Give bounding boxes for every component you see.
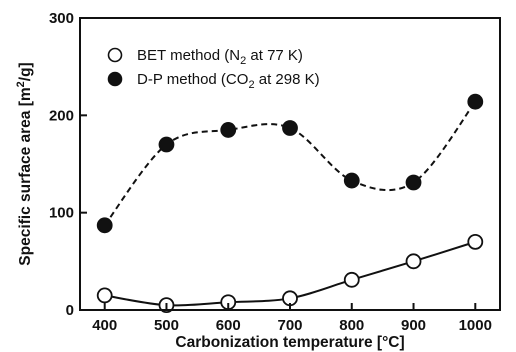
x-tick-label: 1000	[459, 317, 492, 334]
data-point	[96, 287, 113, 304]
y-tick-label: 200	[49, 107, 74, 124]
x-axis-label: Carbonization temperature [°C]	[175, 334, 404, 351]
y-tick-label: 300	[49, 10, 74, 27]
y-axis-label: Specific surface area [m2/g]	[15, 62, 34, 265]
data-point	[158, 136, 175, 153]
data-point	[467, 233, 484, 250]
x-tick-label: 500	[154, 317, 179, 334]
data-point	[96, 217, 113, 234]
x-tick-label: 700	[277, 317, 302, 334]
data-point	[220, 122, 237, 138]
y-tick-label: 0	[66, 302, 74, 319]
legend-marker-dp	[107, 71, 123, 87]
data-point	[405, 174, 422, 191]
data-point	[405, 253, 422, 270]
legend-marker-bet	[107, 47, 123, 63]
legend-label-bet: BET method (N2 at 77 K)	[137, 47, 303, 67]
x-tick-label: 600	[216, 317, 241, 334]
data-point	[343, 172, 360, 189]
series-markers	[96, 93, 484, 314]
legend-label-dp: D-P method (CO2 at 298 K)	[137, 71, 320, 91]
x-tick-label: 400	[92, 317, 117, 334]
x-tick-label: 900	[401, 317, 426, 334]
axis-ticks: 400 500 600 700 800 900 1000 0 100 200 300	[49, 10, 492, 334]
y-tick-label: 100	[49, 205, 74, 222]
legend: BET method (N2 at 77 K) D-P method (CO2 …	[107, 47, 320, 91]
x-tick-label: 800	[339, 317, 364, 334]
data-point	[343, 271, 360, 288]
data-point	[467, 93, 484, 110]
data-point	[282, 120, 298, 136]
